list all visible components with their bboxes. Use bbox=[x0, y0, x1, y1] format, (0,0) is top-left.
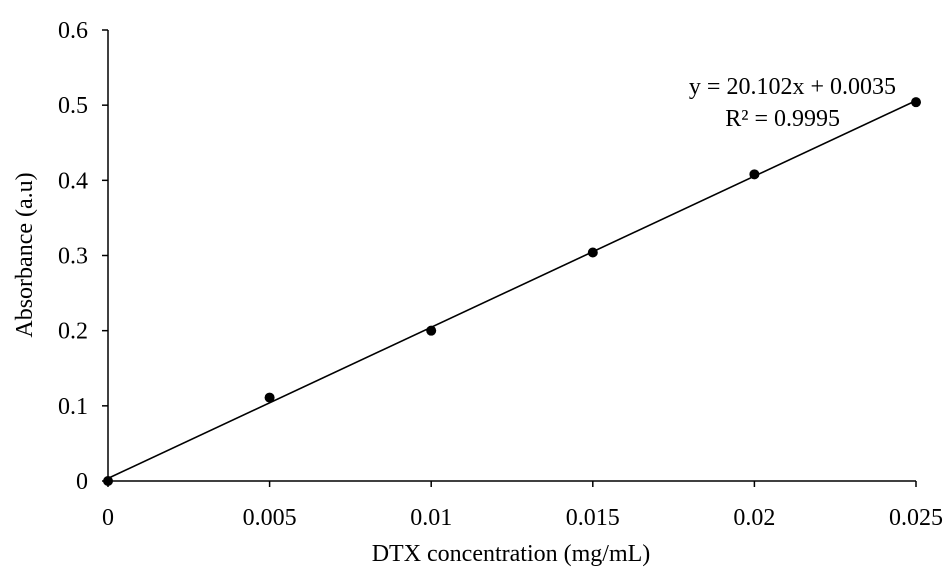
x-tick-label: 0 bbox=[102, 505, 114, 531]
trendline-equation: y = 20.102x + 0.0035 bbox=[689, 74, 896, 100]
x-tick-label: 0.015 bbox=[566, 505, 620, 531]
x-tick-label: 0.02 bbox=[733, 505, 775, 531]
r-squared-label: R² = 0.9995 bbox=[725, 106, 840, 132]
x-tick-label: 0.01 bbox=[410, 505, 452, 531]
x-tick-label: 0.025 bbox=[889, 505, 943, 531]
data-point bbox=[103, 476, 113, 486]
y-tick-label: 0.3 bbox=[58, 244, 88, 270]
data-point bbox=[749, 169, 760, 180]
y-tick-label: 0.1 bbox=[58, 394, 88, 420]
y-tick-label: 0 bbox=[76, 469, 88, 495]
data-point bbox=[587, 247, 598, 258]
y-tick-label: 0.5 bbox=[58, 93, 88, 119]
data-points bbox=[103, 97, 921, 486]
y-tick-label: 0.4 bbox=[58, 168, 88, 194]
data-point bbox=[264, 392, 275, 403]
y-tick-label: 0.6 bbox=[58, 18, 88, 44]
x-axis-title: DTX concentration (mg/mL) bbox=[372, 541, 651, 567]
trendline bbox=[107, 99, 917, 480]
x-tick-label: 0.005 bbox=[243, 505, 297, 531]
ticks: 0 0.1 0.2 0.3 0.4 0.5 0.6 0 0.005 0.01 0.015 0.02 0.… bbox=[58, 18, 943, 531]
y-tick-label: 0.2 bbox=[58, 319, 88, 345]
y-axis-title: Absorbance (a.u) bbox=[12, 172, 38, 337]
data-point bbox=[426, 325, 437, 336]
data-point bbox=[911, 97, 921, 108]
trendline-layer bbox=[107, 99, 917, 480]
labels: y = 20.102x + 0.0035 R² = 0.9995 DTX con… bbox=[12, 74, 896, 567]
